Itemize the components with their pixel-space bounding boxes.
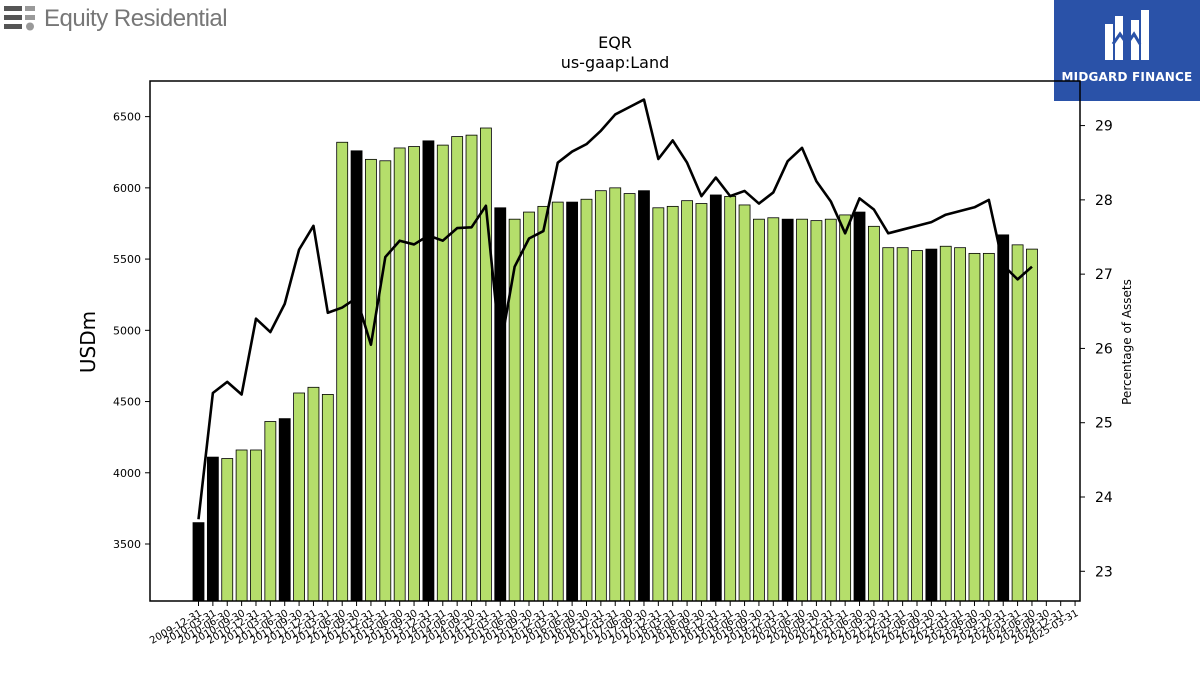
- bar: [192, 522, 205, 602]
- bar: [350, 150, 363, 602]
- chart-title: EQR: [598, 33, 632, 52]
- bar: [968, 252, 981, 602]
- y-tick-label: 3500: [113, 538, 141, 551]
- bar: [594, 190, 607, 602]
- bar: [724, 195, 737, 602]
- bar: [781, 218, 794, 602]
- bar: [939, 245, 952, 602]
- bar: [896, 247, 909, 602]
- bar: [393, 147, 406, 602]
- bar: [523, 211, 535, 602]
- bar: [580, 198, 593, 602]
- bar: [681, 200, 693, 602]
- y-tick-label: 6500: [113, 111, 141, 124]
- y2-tick-label: 27: [1095, 267, 1113, 283]
- bar: [925, 248, 938, 602]
- bar: [451, 136, 464, 602]
- y-tick-label: 4000: [113, 467, 141, 480]
- bar-series: [192, 127, 1038, 602]
- bar: [264, 421, 277, 602]
- bar: [1011, 244, 1024, 602]
- bar: [911, 250, 923, 602]
- bar: [321, 394, 334, 602]
- bar: [638, 190, 650, 602]
- bar: [379, 160, 392, 602]
- bar: [235, 449, 248, 602]
- bar: [695, 203, 708, 602]
- bar: [221, 458, 234, 602]
- bar: [824, 218, 837, 602]
- y2-tick-label: 24: [1095, 490, 1113, 506]
- bar: [1026, 248, 1038, 602]
- company-name: Equity Residential: [44, 5, 228, 32]
- bar: [652, 207, 665, 602]
- bar: [293, 392, 305, 602]
- y2-tick-label: 23: [1095, 564, 1113, 580]
- bar: [666, 205, 679, 602]
- y2-axis-label: Percentage of Assets: [1120, 279, 1134, 405]
- bar: [365, 158, 377, 602]
- bar: [753, 218, 765, 602]
- equity-residential-logo-icon: [4, 6, 35, 31]
- y2-tick-label: 26: [1095, 341, 1113, 357]
- bar: [278, 418, 291, 602]
- y-axis-label: USDm: [76, 311, 100, 373]
- bar: [566, 201, 579, 602]
- plot-frame: [149, 80, 1081, 602]
- bar: [623, 193, 636, 602]
- bar: [551, 201, 564, 602]
- y2-tick-label: 29: [1095, 119, 1113, 135]
- bar: [882, 247, 895, 602]
- bar: [982, 252, 995, 602]
- y-tick-label: 4500: [113, 396, 141, 409]
- bar: [796, 218, 808, 602]
- badge-text: MIDGARD FINANCE: [1061, 70, 1193, 84]
- y-axis-ticks: 3500 4000 4500 5000 5500 6000 6500: [113, 111, 150, 551]
- bar: [867, 225, 880, 602]
- bar: [767, 217, 780, 602]
- bar: [422, 140, 435, 602]
- bar: [609, 187, 622, 602]
- bar: [479, 127, 492, 602]
- bar: [307, 386, 320, 602]
- bar: [408, 146, 420, 602]
- percentage-line: [197, 98, 1033, 520]
- bar: [206, 456, 219, 602]
- bar: [336, 141, 349, 602]
- bar: [839, 214, 852, 602]
- y-tick-label: 6000: [113, 182, 141, 195]
- bar: [465, 134, 478, 602]
- bar: [810, 220, 823, 602]
- y-tick-label: 5000: [113, 324, 141, 337]
- bar: [494, 207, 507, 602]
- x-axis-ticks: 2009-12-312010-03-312010-06-302010-09-30…: [148, 601, 1081, 647]
- bar: [954, 247, 967, 602]
- midgard-logo-icon: [1105, 10, 1149, 60]
- y2-tick-label: 25: [1095, 416, 1113, 432]
- bar: [250, 449, 262, 602]
- bar: [738, 204, 751, 602]
- chart-subtitle: us-gaap:Land: [561, 53, 670, 72]
- y-tick-label: 5500: [113, 253, 141, 266]
- y2-tick-label: 28: [1095, 193, 1113, 209]
- bar: [997, 234, 1010, 602]
- company-logo: Equity Residential: [4, 4, 228, 34]
- y2-axis-ticks: 23 24 25 26 27 28 29: [1080, 119, 1113, 580]
- bar: [853, 211, 866, 602]
- bar: [436, 144, 449, 602]
- bar: [709, 194, 722, 602]
- bar: [537, 205, 550, 602]
- midgard-finance-badge: MIDGARD FINANCE: [1054, 0, 1200, 101]
- bar: [508, 218, 521, 602]
